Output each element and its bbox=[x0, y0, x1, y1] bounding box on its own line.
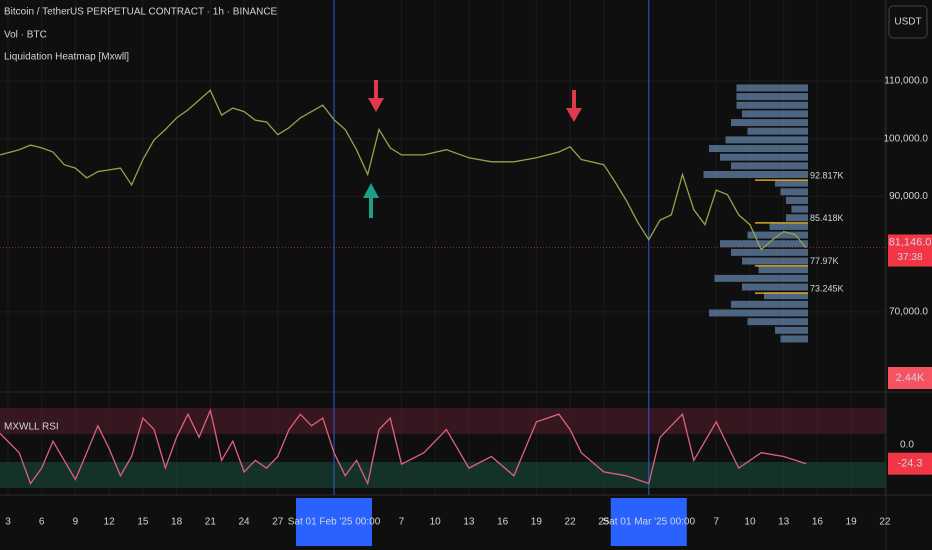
heatmap-bar bbox=[709, 145, 808, 153]
heatmap-bar bbox=[791, 205, 808, 213]
x-tick-label: 10 bbox=[430, 517, 442, 528]
heatmap-bar bbox=[758, 266, 808, 274]
indicator-title: Liquidation Heatmap [Mxwll] bbox=[4, 52, 129, 63]
x-tick-label: 24 bbox=[239, 517, 251, 528]
x-tick-label: 21 bbox=[205, 517, 217, 528]
x-tick-label: 16 bbox=[812, 517, 824, 528]
heatmap-bar bbox=[780, 188, 808, 196]
x-tick-label: Sat 01 Mar '25 00:00 bbox=[603, 517, 696, 528]
heatmap-bar bbox=[742, 283, 808, 291]
heatmap-bar bbox=[764, 292, 808, 300]
x-tick-label: 7 bbox=[713, 517, 719, 528]
y-tick-label: 100,000.0 bbox=[884, 133, 929, 144]
heatmap-bar bbox=[731, 162, 808, 170]
heatmap-bar bbox=[736, 93, 808, 101]
y-tick-label: 70,000.0 bbox=[889, 306, 928, 317]
heatmap-bar bbox=[709, 309, 808, 317]
heatmap-bar bbox=[731, 300, 808, 308]
heatmap-bar bbox=[742, 257, 808, 265]
symbol-title: Bitcoin / TetherUS PERPETUAL CONTRACT · … bbox=[4, 7, 278, 18]
x-tick-label: 12 bbox=[104, 517, 116, 528]
x-tick-label: 16 bbox=[497, 517, 509, 528]
x-tick-label: 3 bbox=[5, 517, 11, 528]
volume-badge-label: 2.44K bbox=[896, 372, 925, 384]
liquidation-label: 85.418K bbox=[810, 213, 844, 223]
x-tick-label: 19 bbox=[846, 517, 858, 528]
heatmap-bar bbox=[786, 214, 808, 222]
price-badge-label: 81,146.0 bbox=[889, 236, 932, 248]
heatmap-bar bbox=[780, 335, 808, 343]
arrow-red-1 bbox=[368, 80, 384, 112]
heatmap-bar bbox=[786, 196, 808, 204]
liquidation-label: 77.97K bbox=[810, 256, 839, 266]
series-line bbox=[0, 89, 807, 251]
heatmap-bar bbox=[720, 153, 808, 161]
heatmap-bar bbox=[725, 136, 808, 144]
arrow-red-2 bbox=[566, 90, 582, 122]
heatmap-bar bbox=[769, 222, 808, 230]
heatmap-bar bbox=[720, 240, 808, 248]
rsi-lower-band bbox=[0, 462, 886, 488]
heatmap-bar bbox=[736, 84, 808, 92]
x-tick-label: 15 bbox=[137, 517, 149, 528]
date-badge bbox=[296, 498, 373, 546]
heatmap-bar bbox=[731, 248, 808, 256]
x-tick-label: 25 bbox=[598, 517, 610, 528]
x-tick-label: 19 bbox=[531, 517, 543, 528]
volume-badge bbox=[888, 367, 932, 389]
y-tick-label: 110,000.0 bbox=[884, 76, 928, 87]
rsi-badge-label: -24.3 bbox=[897, 458, 922, 470]
rsi-badge bbox=[888, 452, 932, 475]
x-tick-label: 18 bbox=[171, 517, 183, 528]
heatmap-bar bbox=[747, 127, 808, 135]
countdown-label: 37:38 bbox=[897, 252, 922, 263]
x-tick-label: 10 bbox=[744, 517, 756, 528]
x-tick-label: 27 bbox=[272, 517, 284, 528]
x-tick-label: 13 bbox=[463, 517, 475, 528]
series-line bbox=[0, 408, 807, 486]
heatmap-bar bbox=[742, 110, 808, 118]
heatmap-bar bbox=[775, 326, 808, 334]
date-badge bbox=[610, 498, 687, 546]
x-tick-label: 6 bbox=[39, 517, 45, 528]
y-tick-label: 90,000.0 bbox=[889, 191, 928, 202]
x-tick-label: 13 bbox=[778, 517, 790, 528]
heatmap-bar bbox=[731, 119, 808, 127]
liquidation-label: 92.817K bbox=[810, 171, 844, 181]
liquidation-label: 73.245K bbox=[810, 283, 844, 293]
x-tick-label: 7 bbox=[399, 517, 405, 528]
x-tick-label: 9 bbox=[73, 517, 79, 528]
rsi-tick-label: 0.0 bbox=[900, 440, 914, 451]
rsi-upper-band bbox=[0, 408, 886, 434]
heatmap-bar bbox=[714, 274, 808, 282]
heatmap-bar bbox=[703, 170, 808, 178]
currency-label[interactable]: USDT bbox=[894, 17, 921, 28]
price-badge bbox=[888, 234, 932, 267]
x-tick-label: 22 bbox=[565, 517, 577, 528]
currency-button[interactable] bbox=[888, 5, 928, 39]
x-tick-label: Sat 01 Feb '25 00:00 bbox=[288, 517, 381, 528]
heatmap-bar bbox=[747, 318, 808, 326]
x-tick-label: 22 bbox=[879, 517, 891, 528]
heatmap-bar bbox=[736, 101, 808, 109]
heatmap-bar bbox=[747, 231, 808, 239]
heatmap-bar bbox=[775, 179, 808, 187]
arrow-green bbox=[363, 183, 379, 218]
rsi-title: MXWLL RSI bbox=[4, 422, 59, 433]
volume-title: Vol · BTC bbox=[4, 30, 47, 41]
